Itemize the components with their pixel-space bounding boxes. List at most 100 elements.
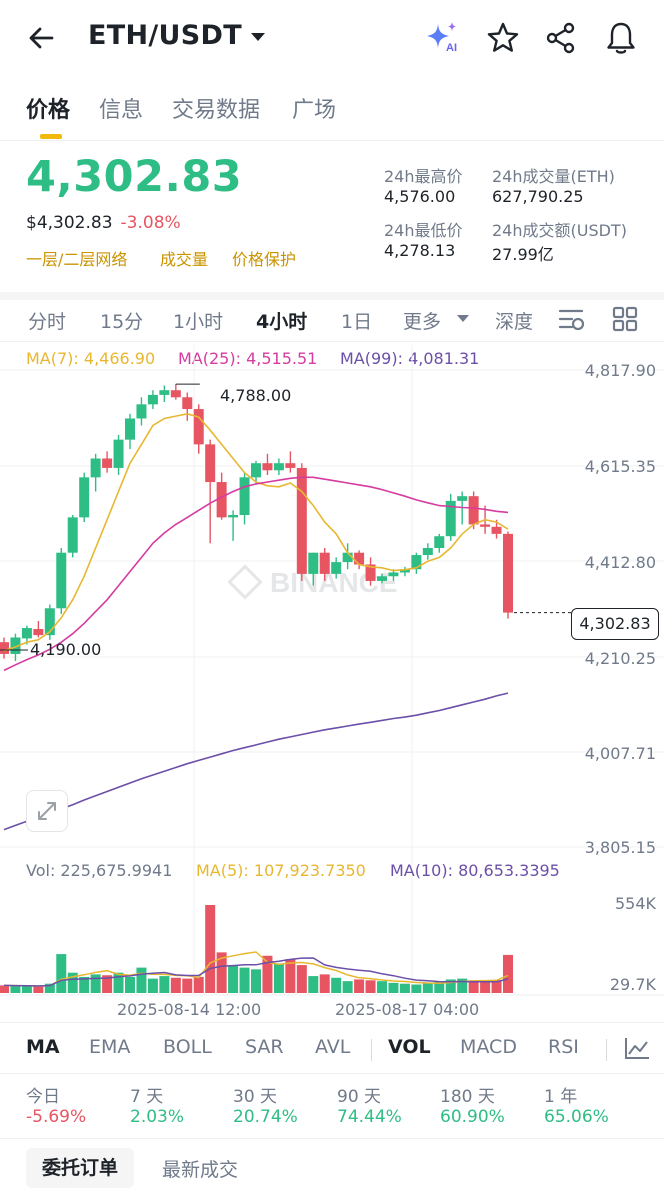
stat-low-label: 24h最低价 [384, 221, 463, 240]
tag-price-protection[interactable]: 价格保护 [232, 250, 297, 269]
last-price-tag[interactable]: 4,302.83 [571, 608, 659, 640]
candle-body [136, 404, 147, 419]
volume-bar [33, 986, 44, 993]
price-change: -3.08% [120, 213, 181, 233]
indicator-settings-icon[interactable] [558, 306, 586, 332]
candle-body [308, 552, 319, 574]
tab-open-orders[interactable]: 委托订单 [26, 1148, 134, 1188]
volume-bar [342, 981, 353, 993]
volume-bar [365, 980, 376, 993]
volume-bar [331, 977, 342, 993]
candle-body [170, 390, 181, 398]
back-arrow-icon[interactable] [26, 22, 58, 54]
perf-value: 74.44% [337, 1107, 402, 1127]
header: ETH/USDT AI [0, 0, 664, 78]
candle-body [67, 517, 78, 553]
volume-bar [216, 952, 227, 993]
candle-body [331, 562, 342, 574]
ma7-line [3, 412, 509, 652]
ind-ma[interactable]: MA [26, 1036, 60, 1058]
tf-15m[interactable]: 15分 [100, 311, 144, 333]
stat-vol-eth-label: 24h成交量(ETH) [492, 167, 615, 186]
candle-body [182, 397, 193, 410]
volume-bar [228, 965, 239, 993]
volume-bar [0, 985, 9, 993]
indicator-chart-icon[interactable] [623, 1035, 651, 1061]
stat-high-label: 24h最高价 [384, 167, 463, 186]
volume-bar [170, 977, 181, 993]
candle-body [239, 477, 250, 516]
candle-body [273, 463, 284, 471]
volume-bar [468, 981, 479, 993]
tab-square[interactable]: 广场 [292, 98, 337, 123]
tab-latest-trades[interactable]: 最新成交 [162, 1159, 239, 1181]
tf-1h[interactable]: 1小时 [173, 311, 224, 333]
vol-ma10-legend: MA(10): 80,653.3395 [390, 861, 560, 880]
ind-rsi[interactable]: RSI [548, 1036, 579, 1058]
ind-sar[interactable]: SAR [245, 1036, 284, 1058]
candlestick-chart[interactable]: BINANCE [0, 340, 664, 1000]
volume-bar [182, 978, 193, 993]
volume-bar [319, 974, 330, 993]
ind-vol[interactable]: VOL [388, 1036, 431, 1058]
ai-sparkle-icon[interactable]: AI [424, 20, 462, 56]
volume-bar [262, 955, 273, 993]
candle-body [296, 467, 307, 574]
last-price: 4,302.83 [26, 152, 243, 202]
candle-body [251, 463, 261, 478]
volume-bar [503, 954, 513, 993]
tag-l1-l2[interactable]: 一层/二层网络 [26, 250, 128, 269]
volume-bar [159, 976, 170, 993]
volume-bar [480, 982, 491, 993]
dropdown-caret-icon[interactable] [249, 30, 267, 44]
candle-body [228, 515, 239, 518]
vol-ma10-line [3, 957, 509, 987]
expand-chart-button[interactable] [26, 790, 68, 832]
volume-bar [422, 982, 433, 993]
more-caret-icon[interactable] [456, 312, 470, 324]
x-tick: 2025-08-17 04:00 [335, 1000, 480, 1019]
tf-line[interactable]: 分时 [28, 311, 67, 333]
share-icon[interactable] [544, 21, 578, 55]
ind-boll[interactable]: BOLL [163, 1036, 212, 1058]
expand-icon [38, 802, 56, 820]
tab-trading-data[interactable]: 交易数据 [172, 98, 261, 123]
tab-info[interactable]: 信息 [99, 98, 144, 123]
tf-more[interactable]: 更多 [403, 311, 442, 333]
timeframe-divider [0, 341, 664, 342]
candle-body [457, 496, 468, 501]
perf-value: 60.90% [440, 1107, 505, 1127]
x-tick: 2025-08-14 12:00 [117, 1000, 262, 1019]
ind-macd[interactable]: MACD [460, 1036, 517, 1058]
candle-body [445, 500, 456, 537]
y-tick: 4,615.35 [584, 457, 656, 476]
vol-legend: Vol: 225,675.9941 [26, 861, 173, 880]
volume-bar [205, 905, 216, 993]
tag-volume[interactable]: 成交量 [160, 250, 209, 269]
volume-bar [251, 969, 261, 993]
volume-bar [136, 967, 147, 993]
ind-avl[interactable]: AVL [315, 1036, 351, 1058]
tabs-divider [0, 140, 664, 141]
layout-grid-icon[interactable] [612, 306, 638, 332]
volume-bar [388, 982, 399, 993]
tab-price[interactable]: 价格 [26, 98, 71, 123]
star-icon[interactable] [486, 21, 520, 55]
candle-body [354, 552, 365, 565]
ind-ema[interactable]: EMA [89, 1036, 131, 1058]
tf-1d[interactable]: 1日 [341, 311, 373, 333]
pair-title[interactable]: ETH/USDT [88, 20, 242, 51]
candle-body [342, 552, 353, 563]
tf-depth[interactable]: 深度 [495, 311, 534, 333]
bell-icon[interactable] [604, 20, 638, 56]
candle-body [399, 569, 410, 573]
candle-body [491, 526, 502, 534]
volume-bar [445, 979, 456, 993]
candle-body [10, 637, 21, 654]
high-marker-label: 4,788.00 [220, 386, 292, 405]
chart-bottom-divider [0, 1022, 664, 1023]
tf-4h[interactable]: 4小时 [256, 311, 308, 333]
candle-body [388, 572, 399, 577]
volume-bar [56, 954, 67, 993]
candle-body [79, 477, 90, 518]
